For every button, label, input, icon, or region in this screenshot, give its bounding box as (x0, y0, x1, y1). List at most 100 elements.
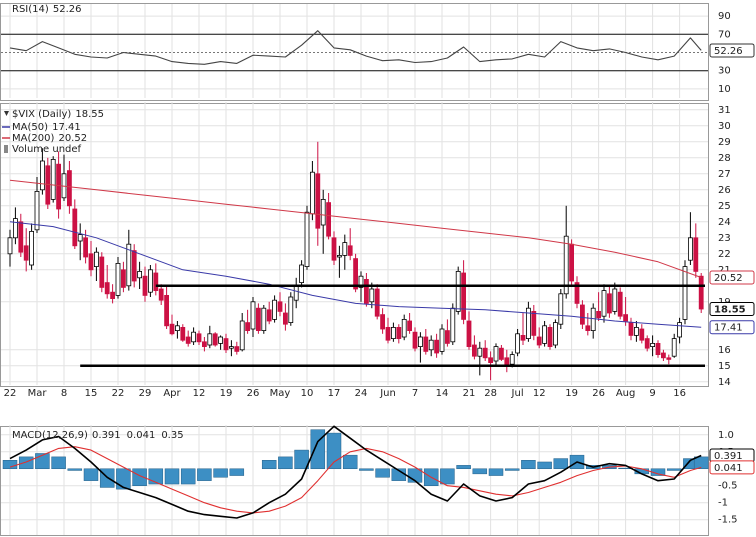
y-tick-label: 14 (718, 377, 731, 388)
histogram-bar (213, 468, 228, 478)
y-tick-label: 16 (718, 345, 731, 356)
candle-body (147, 269, 153, 293)
x-tick-label: May (270, 388, 291, 399)
candle-body (299, 264, 305, 284)
candle-body (623, 314, 628, 322)
candle-body (693, 237, 699, 272)
candle-body (369, 288, 375, 303)
candle-body (385, 326, 391, 341)
candle-body (650, 342, 655, 347)
candle-body (407, 320, 413, 332)
candle-body (574, 282, 580, 304)
candle-body (115, 262, 121, 296)
candle-body (563, 235, 569, 295)
ma-line (9, 179, 702, 278)
value-box (709, 460, 755, 475)
candle-body (23, 245, 29, 261)
candle-body (666, 357, 672, 360)
candle-body (72, 208, 78, 247)
histogram-bar (51, 456, 66, 470)
x-tick-label: 26 (247, 388, 260, 399)
y-tick-label: 27 (718, 169, 731, 180)
candle-body (50, 158, 56, 200)
candle-body (320, 198, 326, 226)
x-tick-label: 14 (436, 388, 449, 399)
candle-body (515, 333, 520, 354)
x-tick-label: 19 (565, 388, 578, 399)
candle-body (174, 325, 180, 331)
title-value: 18.55 (75, 109, 104, 120)
y-tick-label: 1.0 (718, 430, 734, 441)
histogram-bar (326, 432, 342, 470)
candle-body (104, 282, 110, 295)
ma-line (9, 221, 702, 328)
candle-body (428, 339, 434, 351)
candle-body (482, 347, 488, 359)
histogram-bar (456, 465, 471, 470)
candle-body (88, 253, 94, 271)
candle-body (488, 357, 494, 363)
signal-line (9, 446, 702, 514)
candle-body (396, 326, 402, 339)
candle-body (634, 326, 639, 336)
histogram-bar (375, 468, 390, 478)
legend-swatch (4, 145, 8, 153)
candle-body (536, 336, 542, 346)
histogram-bar (278, 456, 293, 470)
candle-body (153, 272, 159, 292)
legend-value: 52.26 (53, 4, 82, 15)
x-tick-label: 29 (139, 388, 152, 399)
x-tick-label: 26 (592, 388, 605, 399)
candle-body (282, 312, 288, 325)
candle-body (342, 242, 348, 256)
histogram-bar (197, 468, 212, 481)
x-tick-label: Apr (163, 388, 181, 399)
candle-body (439, 328, 445, 352)
y-tick-label: 10 (718, 84, 731, 95)
candle-body (493, 346, 499, 362)
candle-body (547, 326, 553, 347)
x-tick-label: 22 (112, 388, 125, 399)
y-tick-label: 90 (718, 11, 731, 22)
candle-body (288, 296, 294, 324)
candle-body (671, 338, 677, 357)
candle-body (266, 309, 272, 322)
x-tick-label: 19 (220, 388, 233, 399)
candle-body (607, 293, 612, 314)
value-box (709, 302, 755, 316)
x-tick-label: 22 (4, 388, 17, 399)
x-tick-label: 8 (61, 388, 67, 399)
candle-body (374, 288, 380, 317)
candle-body (255, 307, 261, 332)
candle-body (201, 341, 207, 347)
candle-body (509, 354, 515, 365)
candle-body (596, 310, 601, 319)
candle-body (56, 163, 61, 210)
y-tick-label: -1.5 (718, 515, 738, 526)
y-tick-label: 25 (718, 201, 731, 212)
y-tick-label: 23 (718, 233, 731, 244)
x-tick-label: Jun (379, 388, 396, 399)
value-box-label: 52.26 (714, 46, 743, 57)
rsi-frame (0, 3, 709, 101)
candle-body (520, 334, 526, 341)
legend-value: 0.35 (161, 430, 183, 441)
histogram-bar (261, 460, 277, 470)
candle-body (158, 288, 164, 301)
histogram-bar (229, 468, 245, 476)
candle-body (277, 301, 283, 312)
candle-body (126, 243, 132, 287)
candle-body (137, 270, 143, 279)
candle-body (272, 299, 278, 320)
value-box-label: 17.41 (714, 323, 743, 334)
y-tick-label: 30 (718, 66, 731, 77)
value-box-label: 20.52 (714, 273, 743, 284)
histogram-bar (35, 453, 50, 470)
candle-body (569, 243, 574, 282)
x-tick-label: 24 (355, 388, 368, 399)
candle-body (18, 221, 24, 253)
histogram-bar (504, 468, 520, 471)
candle-body (336, 254, 342, 258)
candle-body (121, 269, 126, 288)
histogram-bar (342, 454, 358, 470)
